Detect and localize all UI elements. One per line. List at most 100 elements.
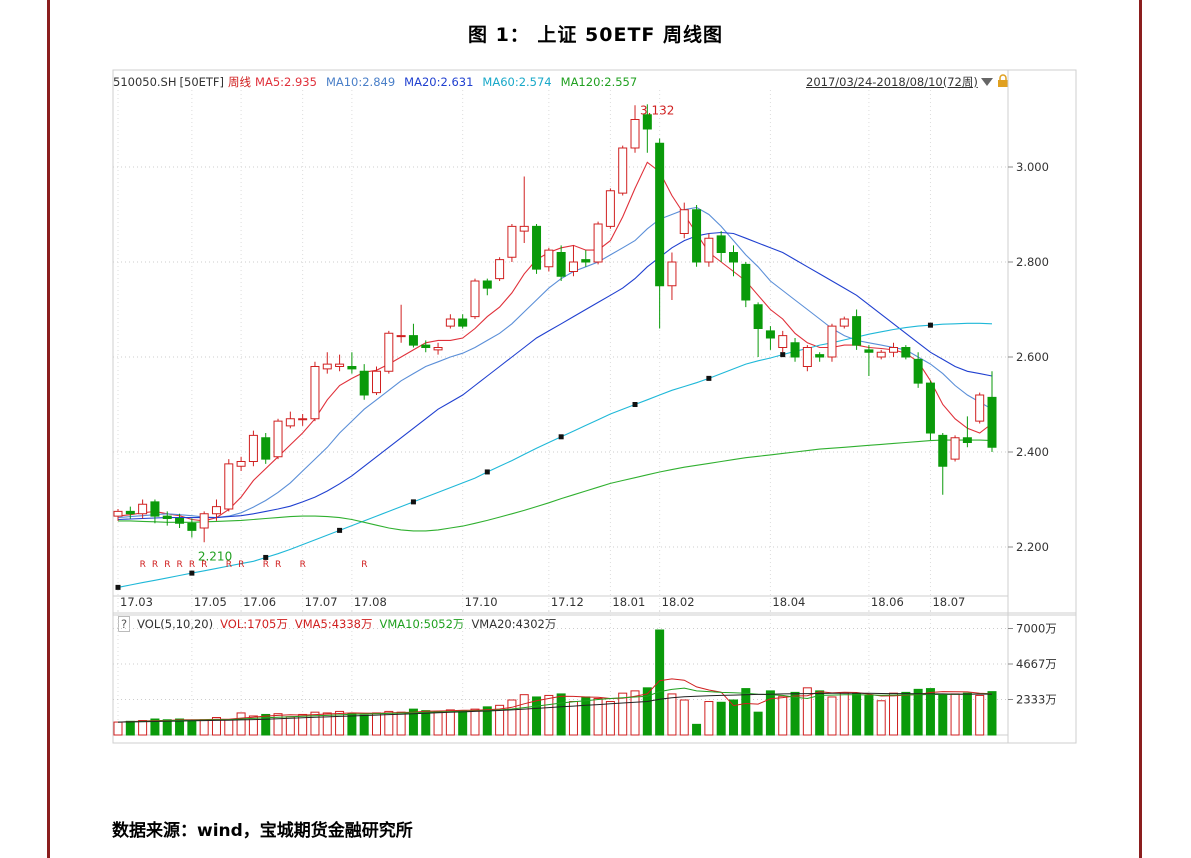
candle-body [925, 382, 935, 434]
candle-body [618, 147, 628, 194]
volume-bar [605, 701, 615, 736]
candle-body [753, 304, 763, 329]
candle-body [187, 522, 197, 531]
candle-body [421, 344, 431, 348]
lock-icon[interactable] [996, 74, 1010, 88]
candle-body [408, 335, 418, 346]
volume-bar [544, 694, 554, 736]
x-tick-label: 18.01 [612, 595, 645, 609]
volume-bar [150, 718, 160, 736]
candle-body [802, 347, 812, 367]
r-marker: R [164, 560, 170, 570]
ma-line-ma10 [117, 206, 993, 519]
legend-ma60: MA60:2.574 [482, 75, 552, 89]
volume-bar [347, 713, 357, 736]
vol-label: VOL(5,10,20) [137, 617, 214, 631]
volume-bar [433, 710, 443, 736]
candle-body [716, 235, 726, 253]
r-marker: R [275, 560, 281, 570]
candle-body [827, 325, 837, 358]
volume-bar [802, 687, 812, 736]
candle-body [236, 461, 246, 467]
volume-bar [359, 714, 369, 736]
chart-frame [112, 69, 1077, 744]
range-dropdown-icon[interactable] [980, 76, 994, 88]
candle-body [175, 518, 185, 524]
date-range[interactable]: 2017/03/24-2018/08/10(72周) [806, 75, 978, 89]
volume-bar [408, 708, 418, 736]
help-icon[interactable]: ? [118, 616, 131, 632]
figure-title: 图 1： 上证 50ETF 周线图 [467, 24, 724, 46]
candle-body [544, 249, 554, 268]
candle-body [519, 225, 529, 232]
candle-body [138, 503, 148, 515]
volume-bar [507, 699, 517, 736]
ma60-marker [780, 352, 786, 358]
x-tick-label: 18.02 [662, 595, 695, 609]
r-marker: R [201, 560, 207, 570]
r-marker: R [226, 560, 232, 570]
candle-body [839, 318, 849, 327]
volume-bar [864, 694, 874, 736]
x-tick-label: 17.05 [194, 595, 227, 609]
vol-tick-label: 2333万 [1016, 693, 1057, 707]
candle-body [704, 237, 714, 263]
volume-bar [273, 713, 283, 736]
volume-bar [753, 711, 763, 736]
candle-body [532, 225, 542, 270]
volume-bar [175, 718, 185, 736]
volume-bar [335, 710, 345, 736]
candle-body [125, 510, 135, 515]
candle-body [913, 358, 923, 384]
ma60-marker [927, 322, 933, 328]
r-marker: R [300, 560, 306, 570]
volume-bar [987, 691, 997, 736]
candle-body [581, 259, 591, 263]
volume-bar [839, 692, 849, 736]
vol-tick-label: 7000万 [1016, 621, 1057, 635]
ma60-marker [337, 527, 343, 533]
volume-bar [532, 696, 542, 736]
volume-bar [975, 694, 985, 736]
x-tick-label: 17.07 [305, 595, 338, 609]
volume-bar [667, 693, 677, 736]
volume-bar [704, 701, 714, 736]
ma-line-ma20 [117, 231, 993, 521]
volume-bar [728, 699, 738, 736]
candle-body [642, 114, 652, 130]
volume-bar [741, 688, 751, 736]
volume-bar [913, 688, 923, 736]
candle-body [630, 119, 640, 149]
volume-bar [889, 692, 899, 736]
volume-bar [482, 706, 492, 736]
r-marker: R [177, 560, 183, 570]
volume-bar [445, 709, 455, 736]
volume-bar [642, 687, 652, 736]
volume-bar [372, 712, 382, 736]
volume-bar [125, 720, 135, 736]
vma20-line [117, 692, 992, 723]
vma5-value: VMA5:4338万 [294, 617, 373, 631]
candle-body [593, 223, 603, 263]
candle-body [248, 434, 258, 462]
volume-bar [162, 719, 172, 736]
vma10-line [117, 687, 993, 723]
x-tick-label: 18.06 [871, 595, 904, 609]
volume-bar [384, 710, 394, 736]
candle-body [778, 335, 788, 348]
legend-ma10: MA10:2.849 [325, 75, 396, 89]
price-annotation: 2.210 [198, 549, 232, 563]
volume-bar [815, 690, 825, 736]
volume-bar [458, 710, 468, 736]
volume-bar [211, 717, 221, 736]
vma5-line [117, 678, 993, 723]
volume-bar [396, 711, 406, 736]
candle-body [901, 347, 911, 358]
ma60-marker [410, 499, 416, 505]
vol-tick-label: 4667万 [1016, 657, 1057, 671]
candle-body [310, 366, 320, 420]
left-border [47, 0, 50, 858]
r-marker: R [140, 560, 146, 570]
ma60-marker [484, 469, 490, 475]
vma10-value: VMA10:5052万 [379, 617, 465, 631]
